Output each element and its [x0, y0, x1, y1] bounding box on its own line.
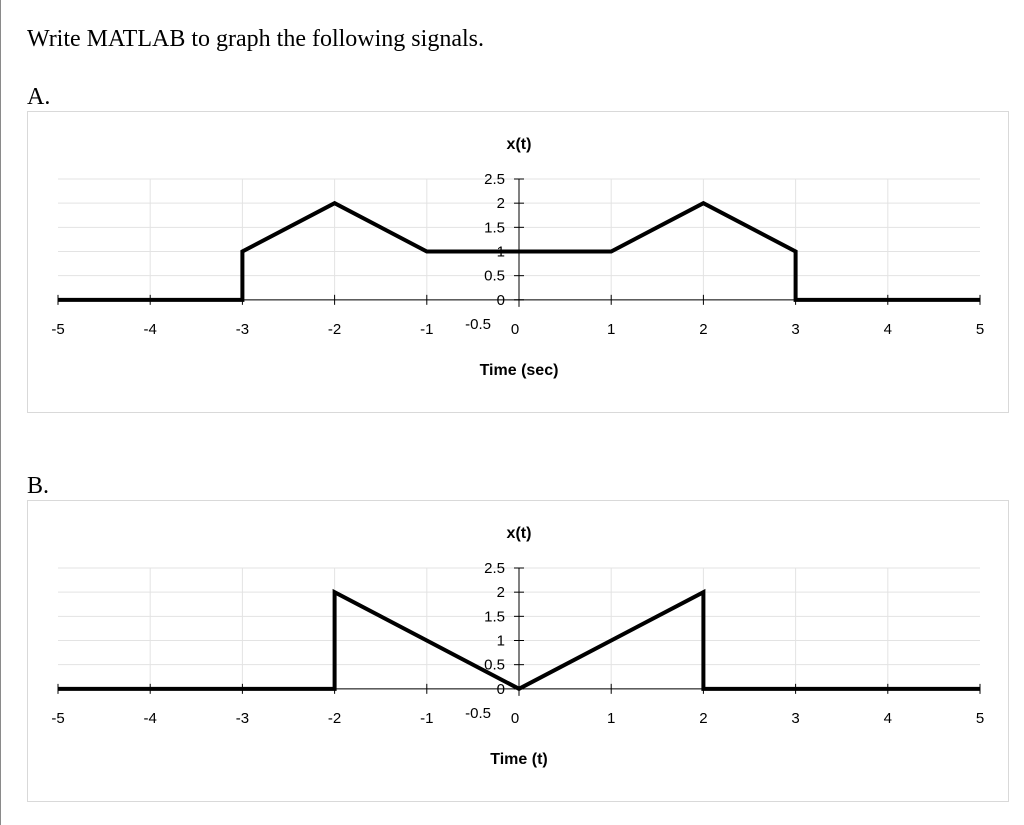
y-tick-label: -0.5	[465, 705, 491, 722]
x-tick-label: 0	[511, 710, 519, 727]
x-tick-label: 0	[511, 321, 519, 338]
x-tick-label: 4	[884, 710, 892, 727]
x-tick-label: 5	[976, 710, 984, 727]
part-a-label: A.	[27, 84, 51, 110]
y-tick-label: 0	[497, 681, 505, 698]
x-tick-label: 3	[791, 710, 799, 727]
signal-line	[58, 588, 980, 692]
x-tick-label: -2	[328, 321, 341, 338]
chart-b: -5 -4 -3 -2 -1 0 1 2 3 4 5 2.5 2 1.5 1 0.5 0 -0.5 x(t) Time…	[51, 525, 984, 768]
y-tick-label: 1	[497, 633, 505, 650]
chart-title: x(t)	[507, 136, 532, 153]
x-tick-label: -5	[51, 321, 64, 338]
y-tick-label: 2	[497, 584, 505, 601]
x-tick-label: 3	[791, 321, 799, 338]
x-tick-label: -3	[236, 710, 249, 727]
x-tick-label: 1	[607, 710, 615, 727]
x-tick-label: -1	[420, 321, 433, 338]
x-tick-label: -4	[144, 321, 157, 338]
chart-b-frame: -5 -4 -3 -2 -1 0 1 2 3 4 5 2.5 2 1.5 1 0.5 0 -0.5 x(t) Time…	[27, 500, 1009, 802]
x-tick-label: 1	[607, 321, 615, 338]
x-axis-title: Time (t)	[490, 751, 547, 768]
x-tick-label: 4	[884, 321, 892, 338]
x-tick-label: 2	[699, 321, 707, 338]
chart-a-frame: -5 -4 -3 -2 -1 0 1 2 3 4 5 2.5 2 1.5 1 0.5 0 -0.5 x(t) Time…	[27, 111, 1009, 413]
y-tick-label: 2.5	[484, 171, 505, 188]
x-tick-label: -1	[420, 710, 433, 727]
y-tick-label: 1.5	[484, 219, 505, 236]
y-tick-label: 0.5	[484, 657, 505, 674]
y-tick-label: 2.5	[484, 560, 505, 577]
page-left-border	[0, 0, 1, 825]
chart-title: x(t)	[507, 525, 532, 542]
y-tick-label: 1.5	[484, 608, 505, 625]
y-tick-label: 2	[497, 195, 505, 212]
x-tick-label: -5	[51, 710, 64, 727]
x-tick-label: -3	[236, 321, 249, 338]
y-tick-label: -0.5	[465, 316, 491, 333]
x-tick-label: 5	[976, 321, 984, 338]
x-tick-label: 2	[699, 710, 707, 727]
x-tick-label: -2	[328, 710, 341, 727]
question-prompt: Write MATLAB to graph the following sign…	[27, 26, 484, 52]
signal-line	[58, 200, 980, 302]
chart-a: -5 -4 -3 -2 -1 0 1 2 3 4 52.521.510.50-0.5x(t)Time…	[51, 136, 984, 379]
y-tick-label: 0.5	[484, 268, 505, 285]
part-b-label: B.	[27, 473, 50, 499]
x-axis-title: Time (sec)	[480, 362, 559, 379]
y-tick-label: 0	[497, 292, 505, 309]
x-tick-label: -4	[144, 710, 157, 727]
